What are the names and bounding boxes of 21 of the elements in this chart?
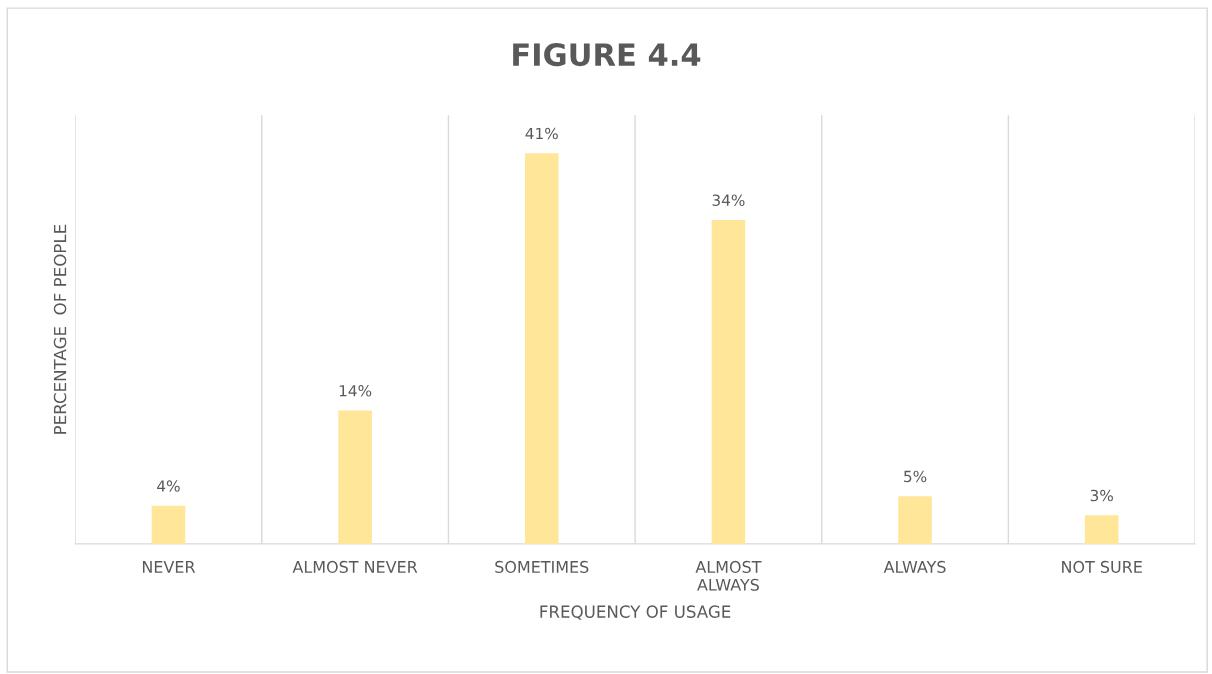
bar: [338, 410, 372, 544]
y-axis-title: PERCENTAGE OF PEOPLE: [53, 224, 67, 434]
x-axis-title: FREQUENCY OF USAGE: [540, 605, 731, 620]
x-tick-label: ALWAYS: [883, 560, 946, 573]
x-tick-label: NOT SURE: [1062, 560, 1142, 573]
bar: [898, 496, 932, 544]
bar: [151, 505, 186, 544]
bar: [1084, 515, 1119, 544]
chart-title: FIGURE 4.4: [513, 43, 701, 67]
data-label: 14%: [339, 384, 372, 397]
data-label: 34%: [712, 194, 745, 206]
x-tick-label: NEVER: [142, 561, 196, 573]
x-tick-label: ALMOST ALWAYS: [695, 560, 762, 591]
x-tick-label: SOMETIMES: [495, 560, 589, 573]
bar: [524, 153, 559, 544]
bar: [711, 220, 746, 544]
data-label: 3%: [1090, 489, 1113, 502]
data-label: 4%: [157, 480, 180, 492]
x-tick-label: ALMOST NEVER: [292, 560, 418, 573]
data-label: 41%: [525, 127, 558, 140]
data-label: 5%: [904, 470, 927, 483]
